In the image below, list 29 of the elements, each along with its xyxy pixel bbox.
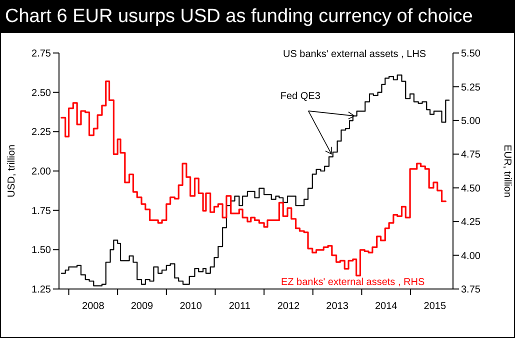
y-tick-label: 1.50 bbox=[32, 245, 52, 256]
x-tick-label: 2012 bbox=[277, 301, 300, 312]
x-tick-label: 2011 bbox=[228, 301, 251, 312]
y2-tick-label: 3.75 bbox=[461, 284, 481, 296]
y2-tick-label: 5.50 bbox=[461, 48, 481, 60]
x-tick-label: 2010 bbox=[180, 301, 202, 312]
annotation: Fed QE3 bbox=[280, 90, 321, 102]
text: US banks' external assets , LHS bbox=[283, 49, 426, 60]
y-tick-label: 2.75 bbox=[32, 48, 52, 60]
x-tick-label: 2015 bbox=[424, 301, 446, 312]
y-tick-label: 2.25 bbox=[32, 127, 52, 138]
y2-tick-label: 4.25 bbox=[461, 217, 481, 228]
y2-tick-label: 5.00 bbox=[461, 116, 481, 127]
x-tick-label: 2014 bbox=[374, 301, 398, 312]
chart-title: Chart 6 EUR usurps USD as funding currency of choice bbox=[1, 1, 514, 33]
x-tick-label: 2008 bbox=[82, 301, 105, 312]
y-tick-label: 1.25 bbox=[32, 284, 52, 296]
y2-tick-label: 4.00 bbox=[461, 250, 481, 262]
y2-axis-title: EUR, trillion bbox=[501, 144, 512, 198]
x-tick-label: 2009 bbox=[130, 301, 154, 312]
y2-tick-label: 5.25 bbox=[461, 82, 481, 94]
y-tick-label: 2.00 bbox=[32, 166, 52, 178]
x-tick-label: 2013 bbox=[326, 301, 349, 312]
y-tick-label: 2.50 bbox=[32, 88, 52, 99]
series-label: EZ banks' external assets , RHS bbox=[281, 277, 425, 288]
y2-tick-label: 4.50 bbox=[461, 183, 481, 194]
y-tick-label: 1.75 bbox=[32, 206, 52, 217]
y2-tick-label: 4.75 bbox=[461, 150, 481, 161]
y-axis-title: USD, trillion bbox=[6, 144, 18, 198]
